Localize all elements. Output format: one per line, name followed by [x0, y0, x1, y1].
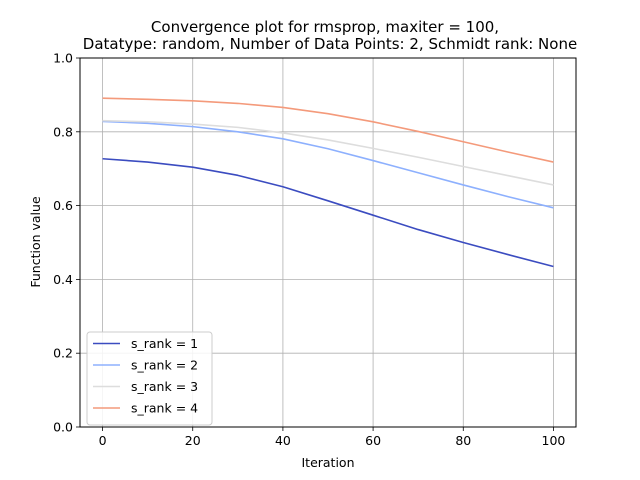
series-line-s-rank-2 — [102, 120, 554, 209]
chart-title-line1: Convergence plot for rmsprop, maxiter = … — [151, 18, 499, 36]
y-tick-label: 0.8 — [53, 124, 73, 139]
axis-ticks: 0 20 40 60 80 100 0.0 0.2 0.4 0.6 0.8 1.0 — [53, 51, 565, 449]
legend-label: s_rank = 1 — [131, 336, 198, 351]
y-tick-label: 0.4 — [53, 272, 73, 287]
chart-title-line2: Datatype: random, Number of Data Points:… — [83, 35, 577, 53]
series-lines — [102, 97, 554, 268]
x-tick-label: 0 — [99, 433, 107, 448]
y-axis-label: Function value — [28, 196, 43, 288]
x-tick-label: 60 — [365, 433, 381, 448]
x-tick-label: 20 — [185, 433, 201, 448]
legend: s_rank = 1 s_rank = 2 s_rank = 3 s_rank = 4 — [86, 331, 213, 426]
y-tick-label: 0.6 — [53, 198, 73, 213]
series-line-s-rank-3 — [102, 119, 554, 186]
x-tick-label: 40 — [275, 433, 291, 448]
legend-label: s_rank = 3 — [131, 379, 198, 394]
y-tick-label: 1.0 — [53, 51, 73, 66]
x-tick-label: 100 — [542, 433, 566, 448]
series-line-s-rank-4 — [102, 97, 554, 163]
legend-label: s_rank = 2 — [131, 358, 198, 373]
plot-area-frame — [79, 57, 577, 428]
x-axis-label: Iteration — [301, 455, 354, 470]
y-tick-label: 0.2 — [53, 346, 73, 361]
legend-label: s_rank = 4 — [131, 401, 198, 416]
legend-box — [86, 331, 213, 426]
y-tick-label: 0.0 — [53, 420, 73, 435]
x-tick-label: 80 — [455, 433, 471, 448]
series-line-s-rank-1 — [102, 157, 554, 268]
